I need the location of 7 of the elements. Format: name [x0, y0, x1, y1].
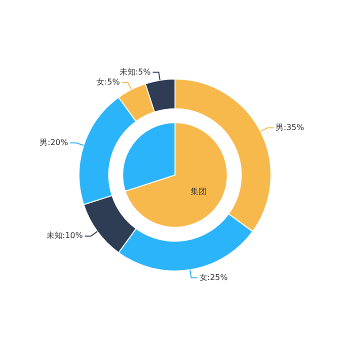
slice-label: 集团: [190, 187, 206, 196]
slice-label: 未知:10%: [46, 231, 84, 240]
slice-label: 女:25%: [199, 272, 228, 282]
slice-label: 男:35%: [276, 122, 305, 132]
slice-label: 女:5%: [96, 77, 120, 86]
slice-label: 未知:5%: [119, 67, 152, 76]
slice-label: 男:20%: [40, 138, 69, 147]
